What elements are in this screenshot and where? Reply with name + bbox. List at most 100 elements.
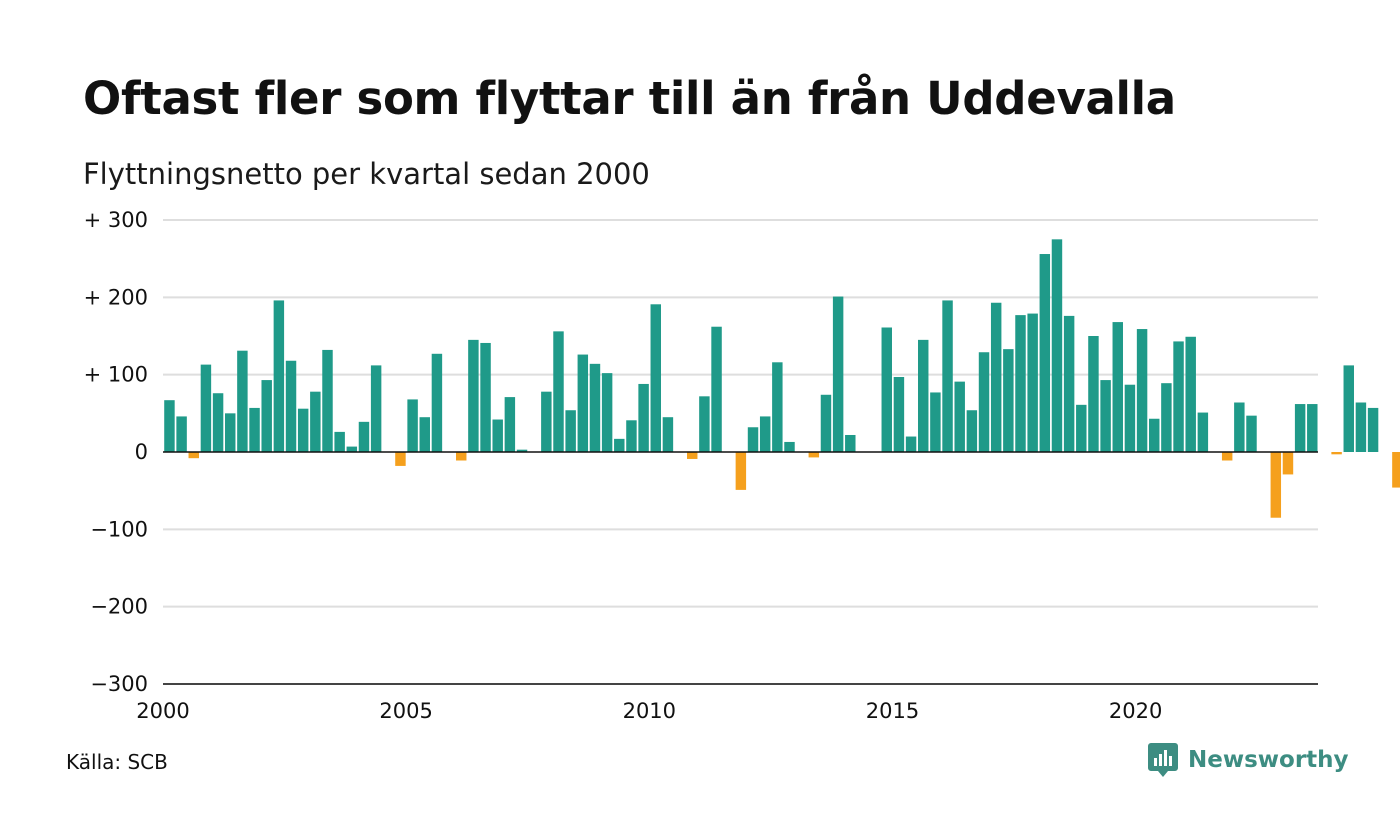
bar	[212, 393, 224, 452]
zero-line-group	[163, 451, 1318, 685]
bar	[504, 397, 516, 452]
bar	[990, 302, 1002, 452]
bar	[1331, 452, 1342, 455]
bar	[626, 420, 637, 452]
bar	[1270, 452, 1282, 518]
chart-subtitle: Flyttningsnetto per kvartal sedan 2000	[83, 157, 650, 191]
bar	[1136, 329, 1148, 452]
bar	[1307, 404, 1318, 452]
bar	[492, 419, 503, 452]
y-tick-label: + 300	[84, 208, 148, 232]
bar	[1343, 365, 1354, 452]
bar	[978, 352, 990, 452]
y-tick-label: + 200	[84, 285, 148, 309]
x-tick-label: 2020	[1109, 699, 1162, 723]
bar	[310, 391, 321, 452]
bar	[346, 446, 358, 452]
bars	[164, 239, 1400, 518]
bar	[468, 339, 479, 452]
bar	[225, 413, 236, 452]
bar	[893, 376, 905, 452]
x-tick-label: 2005	[379, 699, 432, 723]
bar	[759, 416, 771, 452]
bar	[1124, 384, 1136, 452]
bar	[1294, 404, 1306, 452]
bar	[1088, 336, 1099, 452]
brand-name: Newsworthy	[1188, 747, 1349, 773]
bar	[845, 434, 856, 452]
bar	[188, 452, 199, 459]
bar	[1234, 402, 1245, 452]
bar	[370, 365, 382, 452]
y-tick-label: −300	[90, 672, 148, 696]
bar	[456, 452, 467, 461]
bar	[832, 296, 844, 452]
bar	[322, 349, 333, 452]
bar	[273, 300, 285, 452]
bar	[249, 407, 260, 452]
bar	[516, 449, 528, 452]
bar	[1173, 341, 1184, 452]
bar	[1039, 254, 1051, 452]
bar	[905, 436, 917, 452]
y-tick-label: −200	[90, 595, 148, 619]
bar	[1197, 412, 1209, 452]
newsworthy-logo-icon	[1148, 743, 1178, 777]
bar	[1003, 349, 1014, 452]
bar	[1051, 239, 1063, 452]
bar	[577, 354, 589, 452]
bar	[662, 417, 674, 452]
bar	[1076, 404, 1087, 452]
bar	[200, 364, 212, 452]
bar	[942, 300, 953, 452]
bar	[966, 410, 978, 452]
bar	[1355, 402, 1367, 452]
x-tick-label: 2015	[866, 699, 919, 723]
bar	[285, 360, 297, 452]
bar	[918, 339, 929, 452]
bar	[1282, 452, 1294, 475]
bar	[820, 394, 832, 452]
brand-logo: Newsworthy	[1148, 743, 1349, 777]
bar	[407, 399, 418, 452]
y-axis-labels: + 300 + 200 + 100 0 −100 −200 −300	[84, 208, 148, 696]
bar	[358, 421, 370, 452]
bar	[930, 392, 941, 452]
bar	[541, 391, 552, 452]
y-tick-label: −100	[90, 517, 148, 541]
bar	[601, 373, 613, 452]
bar	[687, 452, 698, 459]
chart-title: Oftast fler som flyttar till än från Udd…	[83, 72, 1176, 125]
bar	[1015, 315, 1026, 452]
bar	[1246, 415, 1257, 452]
bar	[334, 431, 345, 452]
x-tick-label: 2010	[623, 699, 676, 723]
bar	[261, 380, 272, 452]
bar	[1112, 322, 1123, 452]
bar	[395, 452, 406, 466]
y-tick-label: 0	[135, 440, 148, 464]
bar	[711, 326, 722, 452]
bar	[431, 353, 443, 452]
bar	[176, 416, 187, 452]
bar	[237, 350, 248, 452]
bar	[772, 362, 783, 452]
bar	[747, 427, 759, 452]
bar	[1100, 380, 1111, 452]
x-axis-labels: 2000 2005 2010 2015 2020	[136, 699, 1162, 723]
source-note: Källa: SCB	[66, 750, 168, 774]
bar	[881, 327, 892, 452]
x-tick-label: 2000	[136, 699, 189, 723]
bar	[808, 452, 820, 458]
bar	[164, 400, 175, 452]
bar	[1027, 313, 1038, 452]
bar	[784, 441, 795, 452]
bar	[1392, 452, 1400, 488]
bar	[699, 396, 710, 452]
bar	[419, 417, 430, 452]
bar	[1149, 418, 1160, 452]
bar	[297, 408, 309, 452]
y-tick-label: + 100	[84, 363, 148, 387]
bar	[1367, 407, 1379, 452]
